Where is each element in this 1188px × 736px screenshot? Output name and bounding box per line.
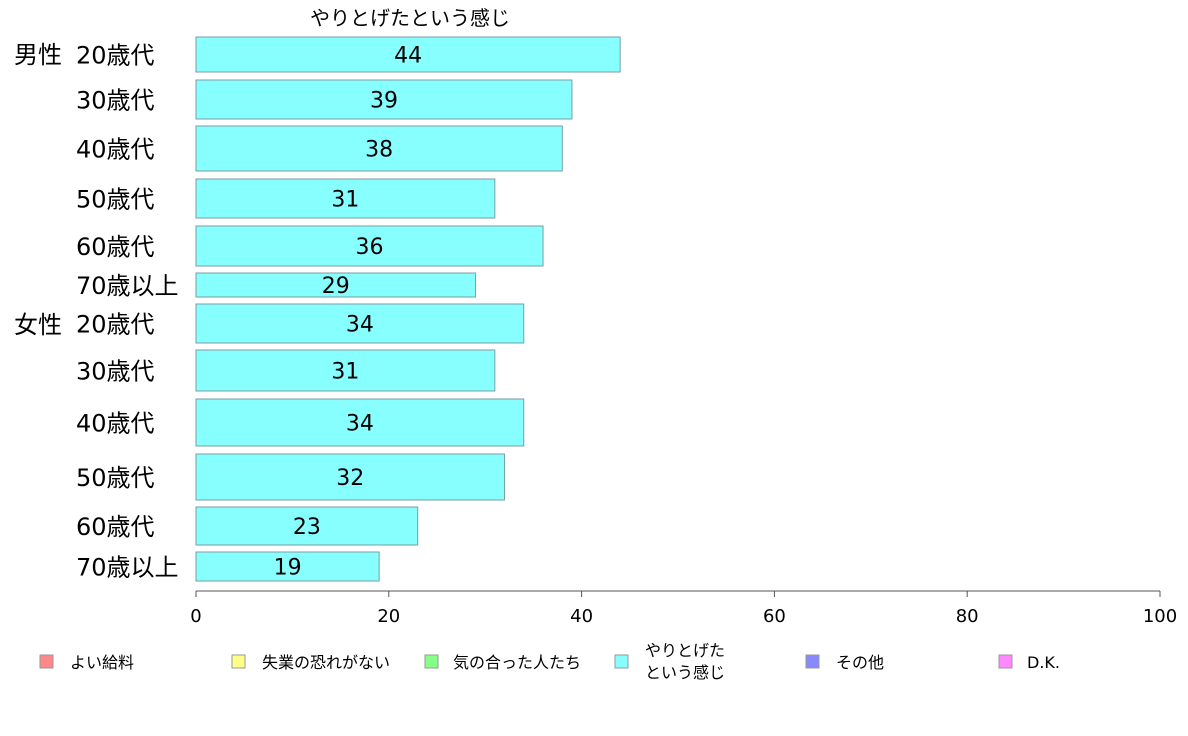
bar-value-label: 31 bbox=[331, 360, 359, 385]
bar bbox=[195, 551, 380, 582]
category-label: 60歳代 bbox=[76, 513, 155, 541]
bar bbox=[195, 506, 419, 546]
bar-value-label: 39 bbox=[370, 89, 398, 114]
legend-swatch bbox=[998, 654, 1013, 669]
category-label: 50歳代 bbox=[76, 186, 155, 214]
x-tick-label: 100 bbox=[1143, 606, 1177, 627]
bar bbox=[195, 272, 477, 298]
legend-label: 失業の恐れがない bbox=[262, 653, 390, 672]
legend-label: やりとげたという感じ bbox=[645, 641, 725, 682]
x-tick-label: 60 bbox=[763, 606, 786, 627]
category-label: 40歳代 bbox=[76, 410, 155, 438]
group-label-female: 女性 bbox=[14, 311, 62, 339]
bar bbox=[195, 125, 563, 172]
bar bbox=[195, 225, 544, 267]
category-label: 20歳代 bbox=[76, 42, 155, 70]
bar-value-label: 29 bbox=[322, 274, 350, 299]
bar bbox=[195, 36, 621, 73]
bar bbox=[195, 79, 573, 120]
bar bbox=[195, 398, 525, 447]
legend-label: よい給料 bbox=[70, 653, 134, 672]
group-label-male: 男性 bbox=[14, 41, 62, 69]
bar bbox=[195, 303, 525, 344]
chart-title: やりとげたという感じ bbox=[310, 6, 510, 30]
category-label: 50歳代 bbox=[76, 464, 155, 492]
category-label: 60歳代 bbox=[76, 233, 155, 261]
bar-value-label: 23 bbox=[293, 515, 321, 540]
bar-value-label: 36 bbox=[356, 235, 384, 260]
bar-value-label: 34 bbox=[346, 313, 374, 338]
category-label: 30歳代 bbox=[76, 358, 155, 386]
bar bbox=[195, 349, 496, 392]
x-tick-label: 40 bbox=[570, 606, 593, 627]
category-label: 70歳以上 bbox=[76, 272, 179, 300]
bar-value-label: 44 bbox=[394, 44, 422, 69]
bar-value-label: 34 bbox=[346, 412, 374, 437]
bar bbox=[195, 178, 496, 219]
legend-swatch bbox=[39, 654, 54, 669]
legend-swatch bbox=[805, 654, 820, 669]
legend-label: D.K. bbox=[1027, 653, 1060, 672]
legend-swatch bbox=[614, 654, 629, 669]
x-tick-label: 0 bbox=[190, 606, 201, 627]
x-tick-label: 80 bbox=[956, 606, 979, 627]
x-tick-label: 20 bbox=[377, 606, 400, 627]
category-label: 20歳代 bbox=[76, 311, 155, 339]
legend-swatch bbox=[231, 654, 246, 669]
bar-value-label: 19 bbox=[274, 556, 302, 581]
category-label: 70歳以上 bbox=[76, 554, 179, 582]
category-label: 40歳代 bbox=[76, 136, 155, 164]
legend-label: 気の合った人たち bbox=[453, 653, 581, 672]
bar-value-label: 31 bbox=[331, 188, 359, 213]
bar-value-label: 32 bbox=[336, 466, 364, 491]
bar bbox=[195, 453, 505, 501]
legend-label: その他 bbox=[836, 653, 884, 672]
category-label: 30歳代 bbox=[76, 87, 155, 115]
legend-swatch bbox=[424, 654, 439, 669]
bar-value-label: 38 bbox=[365, 138, 393, 163]
